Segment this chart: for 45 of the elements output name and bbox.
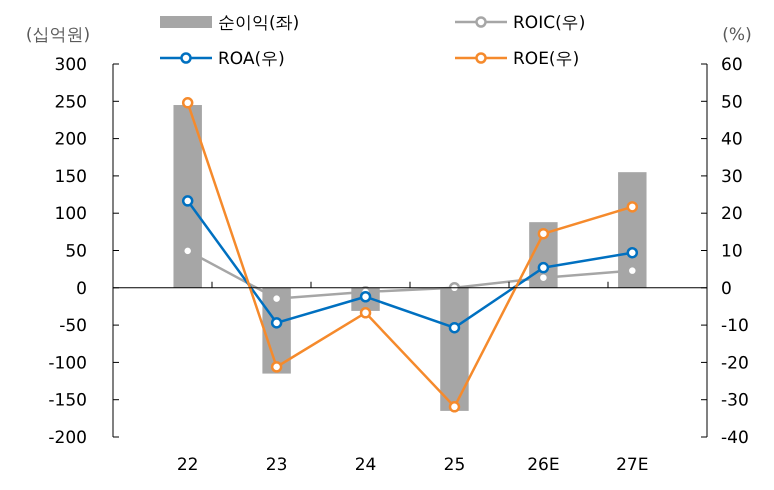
y2-axis-title: (%) xyxy=(722,25,752,45)
y2-tick-label: -20 xyxy=(721,353,749,374)
y-tick-label: 200 xyxy=(54,130,87,150)
y2-tick-label: -40 xyxy=(721,428,749,448)
y2-tick-label: 20 xyxy=(721,204,743,224)
y2-tick-label: 50 xyxy=(721,92,743,112)
legend-label: 순이익(좌) xyxy=(218,12,300,33)
y-axis-title: (십억원) xyxy=(26,25,90,45)
y-tick-label: -100 xyxy=(48,353,87,374)
y2-tick-label: -30 xyxy=(721,390,749,411)
y2-tick-label: 60 xyxy=(721,54,743,75)
y-tick-label: 50 xyxy=(65,241,87,262)
x-tick-label: 26E xyxy=(527,455,560,475)
y2-tick-label: 10 xyxy=(721,241,743,262)
y2-tick-label: 30 xyxy=(721,166,743,187)
y-tick-label: -200 xyxy=(48,428,87,448)
legend-label: ROE(우) xyxy=(513,48,580,69)
y-tick-label: -50 xyxy=(59,316,87,336)
y2-tick-label: 0 xyxy=(721,278,732,299)
y-tick-label: -150 xyxy=(48,390,87,411)
y2-tick-label: -10 xyxy=(721,316,749,336)
x-tick-label: 22 xyxy=(176,455,199,475)
point xyxy=(626,246,638,258)
y2-tick-label: 40 xyxy=(721,130,743,150)
point xyxy=(360,307,372,319)
point xyxy=(448,401,460,413)
x-tick-label: 24 xyxy=(354,455,376,475)
x-tick-label: 23 xyxy=(266,455,288,475)
x-tick-label: 27E xyxy=(616,455,648,475)
point xyxy=(182,97,194,109)
point xyxy=(448,322,460,334)
legend-label: ROA(우) xyxy=(218,48,285,69)
legend-label: ROIC(우) xyxy=(513,12,586,33)
point xyxy=(626,201,638,213)
y-tick-label: 0 xyxy=(76,278,87,299)
point xyxy=(270,361,282,373)
y-tick-label: 250 xyxy=(54,92,87,112)
y-tick-label: 300 xyxy=(54,54,87,75)
point xyxy=(538,262,550,274)
point xyxy=(182,195,194,207)
x-tick-label: 25 xyxy=(444,455,466,475)
point xyxy=(270,317,282,329)
y-tick-label: 100 xyxy=(54,204,87,224)
point xyxy=(538,228,550,240)
y-tick-label: 150 xyxy=(54,166,87,187)
